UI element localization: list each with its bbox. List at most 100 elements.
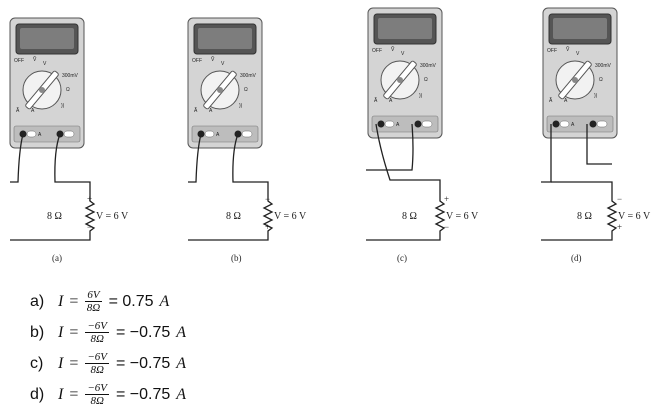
answer-letter: a) — [30, 292, 45, 310]
fraction-denominator: 8Ω — [86, 302, 101, 314]
caption-c: (c) — [397, 253, 407, 263]
dial-off-label: OFF — [372, 48, 382, 54]
dial-v-ac-label: Ṽ — [566, 46, 570, 53]
dial-off-label: OFF — [192, 58, 202, 64]
dial-continuity-label: )) — [419, 93, 423, 99]
multimeter-a: OFF Ṽ V 300mV Ω Ã A )) A — [9, 17, 85, 149]
answer-letter: d) — [30, 385, 45, 403]
lead-wire-a-left — [10, 133, 24, 183]
lead-wire-b-left — [188, 133, 202, 183]
multimeter-d: OFF Ṽ V 300mV Ω Ã A )) A — [542, 7, 618, 139]
answer-letter: b) — [30, 323, 45, 341]
polarity-top-c: + — [444, 194, 449, 204]
fraction: 6V 8Ω — [85, 289, 102, 314]
voltage-label-a: V = 6 V — [96, 211, 129, 222]
fraction-denominator: 8Ω — [90, 364, 104, 376]
jack-a-label: A — [571, 122, 575, 128]
dial-continuity-label: )) — [61, 103, 65, 109]
caption-a: (a) — [52, 253, 62, 263]
answer-d: d) I = −6V 8Ω = −0.75 A — [30, 379, 186, 410]
dial-mv-label: 300mV — [595, 63, 612, 69]
resistance-label-a: 8 Ω — [47, 211, 62, 222]
dial-v-dc-label: V — [576, 51, 580, 57]
circuit-b: OFF Ṽ V 300mV Ω Ã A )) A 8 Ω V = 6 V − +… — [187, 17, 307, 263]
fraction: −6V 8Ω — [85, 382, 110, 407]
polarity-top-a: + — [87, 194, 92, 204]
lead-wire-c-left — [375, 123, 441, 198]
jack-a-label: A — [38, 132, 42, 138]
current-variable: I — [58, 323, 64, 341]
circuit-d: OFF Ṽ V 300mV Ω Ã A )) A 8 Ω V = 6 V − +… — [541, 7, 651, 263]
resistance-label-d: 8 Ω — [577, 211, 592, 222]
equals-sign: = — [69, 354, 79, 372]
circuit-c: OFF Ṽ V 300mV Ω Ã A )) A 8 Ω V = 6 V + −… — [366, 7, 479, 263]
dial-a-dc-label: A — [564, 98, 568, 104]
jack-a-label: A — [396, 122, 400, 128]
lead-wire-b-right — [232, 133, 269, 198]
dial-ohm-label: Ω — [424, 77, 428, 83]
answer-result: = 0.75 — [108, 292, 154, 310]
voltage-label-c: V = 6 V — [446, 211, 479, 222]
circuit-a: OFF Ṽ V 300mV Ω Ã A )) A 8 Ω V = 6 V + −… — [9, 17, 129, 263]
answer-unit: A — [176, 385, 187, 403]
dial-v-ac-label: Ṽ — [391, 46, 395, 53]
polarity-top-d: − — [617, 194, 622, 204]
dial-a-ac-label: Ã — [374, 97, 378, 104]
answer-list: a) I = 6V 8Ω = 0.75 A b) I = −6V 8Ω = −0… — [30, 286, 186, 410]
dial-mv-label: 300mV — [62, 73, 79, 79]
polarity-bottom-d: + — [617, 222, 622, 232]
polarity-bottom-c: − — [444, 222, 449, 232]
answer-result: = −0.75 — [116, 323, 171, 341]
dial-a-dc-label: A — [209, 108, 213, 114]
dial-a-ac-label: Ã — [16, 107, 20, 114]
fraction: −6V 8Ω — [85, 351, 110, 376]
wire-b-bottom — [188, 234, 269, 241]
fraction: −6V 8Ω — [85, 320, 110, 345]
answer-c: c) I = −6V 8Ω = −0.75 A — [30, 348, 186, 379]
current-variable: I — [58, 292, 64, 310]
dial-ohm-label: Ω — [599, 77, 603, 83]
fraction-numerator: 6V — [85, 289, 102, 302]
lead-wire-d-right — [586, 124, 612, 165]
caption-d: (d) — [571, 253, 582, 263]
caption-b: (b) — [231, 253, 242, 263]
polarity-bottom-a: − — [87, 222, 92, 232]
dial-ohm-label: Ω — [244, 87, 248, 93]
wire-c-bottom — [366, 234, 441, 241]
equals-sign: = — [69, 323, 79, 341]
answer-unit: A — [176, 323, 187, 341]
dial-off-label: OFF — [14, 58, 24, 64]
dial-v-dc-label: V — [401, 51, 405, 57]
voltage-label-d: V = 6 V — [618, 211, 651, 222]
dial-v-ac-label: Ṽ — [33, 56, 37, 63]
dial-v-dc-label: V — [43, 61, 47, 67]
dial-continuity-label: )) — [594, 93, 598, 99]
equals-sign: = — [69, 292, 79, 310]
wire-a-bottom — [10, 234, 91, 241]
current-variable: I — [58, 385, 64, 403]
resistance-label-c: 8 Ω — [402, 211, 417, 222]
answer-unit: A — [159, 292, 170, 310]
wire-d-top — [551, 181, 613, 198]
dial-v-ac-label: Ṽ — [211, 56, 215, 63]
polarity-top-b: − — [265, 194, 270, 204]
fraction-numerator: −6V — [85, 320, 110, 333]
dial-ohm-label: Ω — [66, 87, 70, 93]
lead-wire-a-right — [54, 133, 91, 198]
dial-off-label: OFF — [547, 48, 557, 54]
answer-b: b) I = −6V 8Ω = −0.75 A — [30, 317, 186, 348]
dial-v-dc-label: V — [221, 61, 225, 67]
answer-letter: c) — [30, 354, 44, 372]
lead-wire-c-right — [366, 123, 414, 171]
resistor-c — [435, 197, 445, 235]
multimeter-circuit-figure: OFF Ṽ V 300mV Ω Ã A )) A 8 Ω V = 6 V + −… — [9, 7, 651, 263]
jack-a-label: A — [216, 132, 220, 138]
dial-a-dc-label: A — [31, 108, 35, 114]
current-variable: I — [58, 354, 64, 372]
answer-a: a) I = 6V 8Ω = 0.75 A — [30, 286, 186, 317]
polarity-bottom-b: + — [265, 222, 270, 232]
dial-continuity-label: )) — [239, 103, 243, 109]
resistance-label-b: 8 Ω — [226, 211, 241, 222]
fraction-numerator: −6V — [85, 382, 110, 395]
fraction-denominator: 8Ω — [90, 333, 104, 345]
